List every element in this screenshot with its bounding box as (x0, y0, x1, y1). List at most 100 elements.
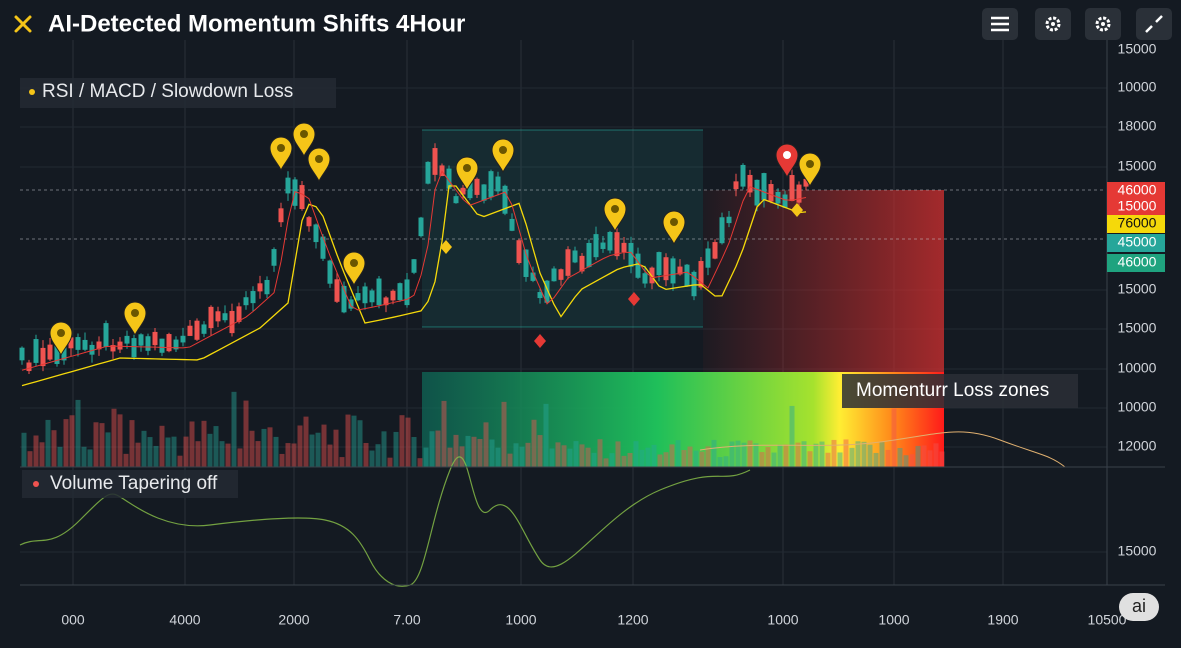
settings-button[interactable] (1035, 8, 1071, 40)
candle (208, 306, 214, 329)
volume-bar (687, 446, 693, 467)
volume-bar (399, 415, 405, 467)
volume-bar (579, 444, 585, 467)
time-label: 1000 (505, 612, 536, 628)
candle (19, 347, 25, 361)
candle (481, 184, 487, 201)
candle (712, 242, 718, 259)
signal-pin-dot (350, 259, 358, 267)
candle (425, 161, 431, 184)
collapse-button[interactable] (1136, 8, 1172, 40)
signal-pin-dot (300, 130, 308, 138)
candle (565, 249, 571, 276)
time-label: 000 (61, 612, 85, 628)
candle (733, 181, 739, 190)
volume-bar (603, 458, 609, 467)
volume-bar (147, 437, 153, 467)
candle (411, 259, 417, 273)
menu-button[interactable] (982, 8, 1018, 40)
title-icon (14, 15, 32, 33)
candle (173, 339, 179, 350)
volume-bar (711, 439, 717, 467)
volume-bar (561, 445, 567, 467)
candle (677, 266, 683, 275)
signal-pin-dot (670, 218, 678, 226)
signal-diamond (628, 292, 640, 306)
volume-bar (633, 441, 639, 467)
volume-bar (735, 440, 741, 467)
volume-bar (825, 452, 831, 467)
volume-bar (417, 458, 423, 467)
volume-bar (33, 435, 39, 467)
volume-bar (189, 421, 195, 467)
volume-bar (927, 450, 933, 467)
ma-slow (21, 185, 807, 387)
volume-bar (117, 414, 123, 467)
price-tag-label: 46000 (1118, 182, 1157, 198)
candle (698, 261, 704, 288)
volume-bar (123, 453, 129, 467)
candle (782, 194, 788, 208)
volume-legend-box (22, 470, 238, 498)
time-label: 2000 (278, 612, 309, 628)
candle (551, 268, 557, 282)
candle (593, 234, 599, 258)
volume-bar (555, 442, 561, 467)
time-label: 1200 (617, 612, 648, 628)
signal-pin (491, 138, 515, 174)
volume-bar (525, 442, 531, 467)
oscillator (19, 456, 751, 587)
volume-bar (333, 429, 339, 467)
volume-bar (231, 391, 237, 467)
signal-pin-dot (315, 155, 323, 163)
volume-bar (675, 440, 681, 467)
volume-bar (63, 419, 69, 467)
volume-bar (435, 430, 441, 467)
candle (558, 269, 564, 280)
signal-pin-dot (57, 329, 65, 337)
volume-bar (849, 447, 855, 467)
legend-dot (29, 89, 35, 95)
signal-pin-dot (463, 164, 471, 172)
zone-label: Momenturr Loss zones (856, 380, 1049, 401)
candle (131, 338, 137, 358)
volume-bar (765, 447, 771, 467)
candle (369, 290, 375, 303)
volume-bar (429, 431, 435, 467)
signal-pin (342, 251, 366, 287)
volume-bar (309, 434, 315, 467)
candle (516, 240, 522, 264)
candle (313, 224, 319, 243)
volume-bar (777, 444, 783, 467)
settings-button[interactable] (1085, 8, 1121, 40)
signal-pin-dot (783, 151, 791, 159)
price-label: 10000 (1118, 360, 1157, 376)
signal-diamond (440, 240, 452, 254)
volume-bar (885, 449, 891, 467)
volume-bar (423, 447, 429, 467)
volume (19, 391, 1066, 587)
candle (306, 217, 312, 227)
volume-bar (831, 439, 837, 467)
volume-bar (699, 451, 705, 467)
candle (138, 334, 144, 346)
volume-bar (897, 448, 903, 467)
price-label: 15000 (1118, 41, 1157, 57)
volume-bar (513, 443, 519, 467)
volume-bar (459, 446, 465, 467)
volume-bar (591, 452, 597, 467)
volume-bar (471, 436, 477, 467)
badge (1119, 593, 1159, 621)
volume-bar (789, 405, 795, 467)
candle (418, 217, 424, 237)
candle (278, 208, 284, 223)
candle (117, 341, 123, 350)
candle (257, 283, 263, 292)
candle (761, 173, 767, 200)
volume-bar (621, 455, 627, 467)
volume-bar (363, 442, 369, 467)
candle (432, 148, 438, 175)
volume-bar (879, 442, 885, 467)
candle (40, 347, 46, 367)
